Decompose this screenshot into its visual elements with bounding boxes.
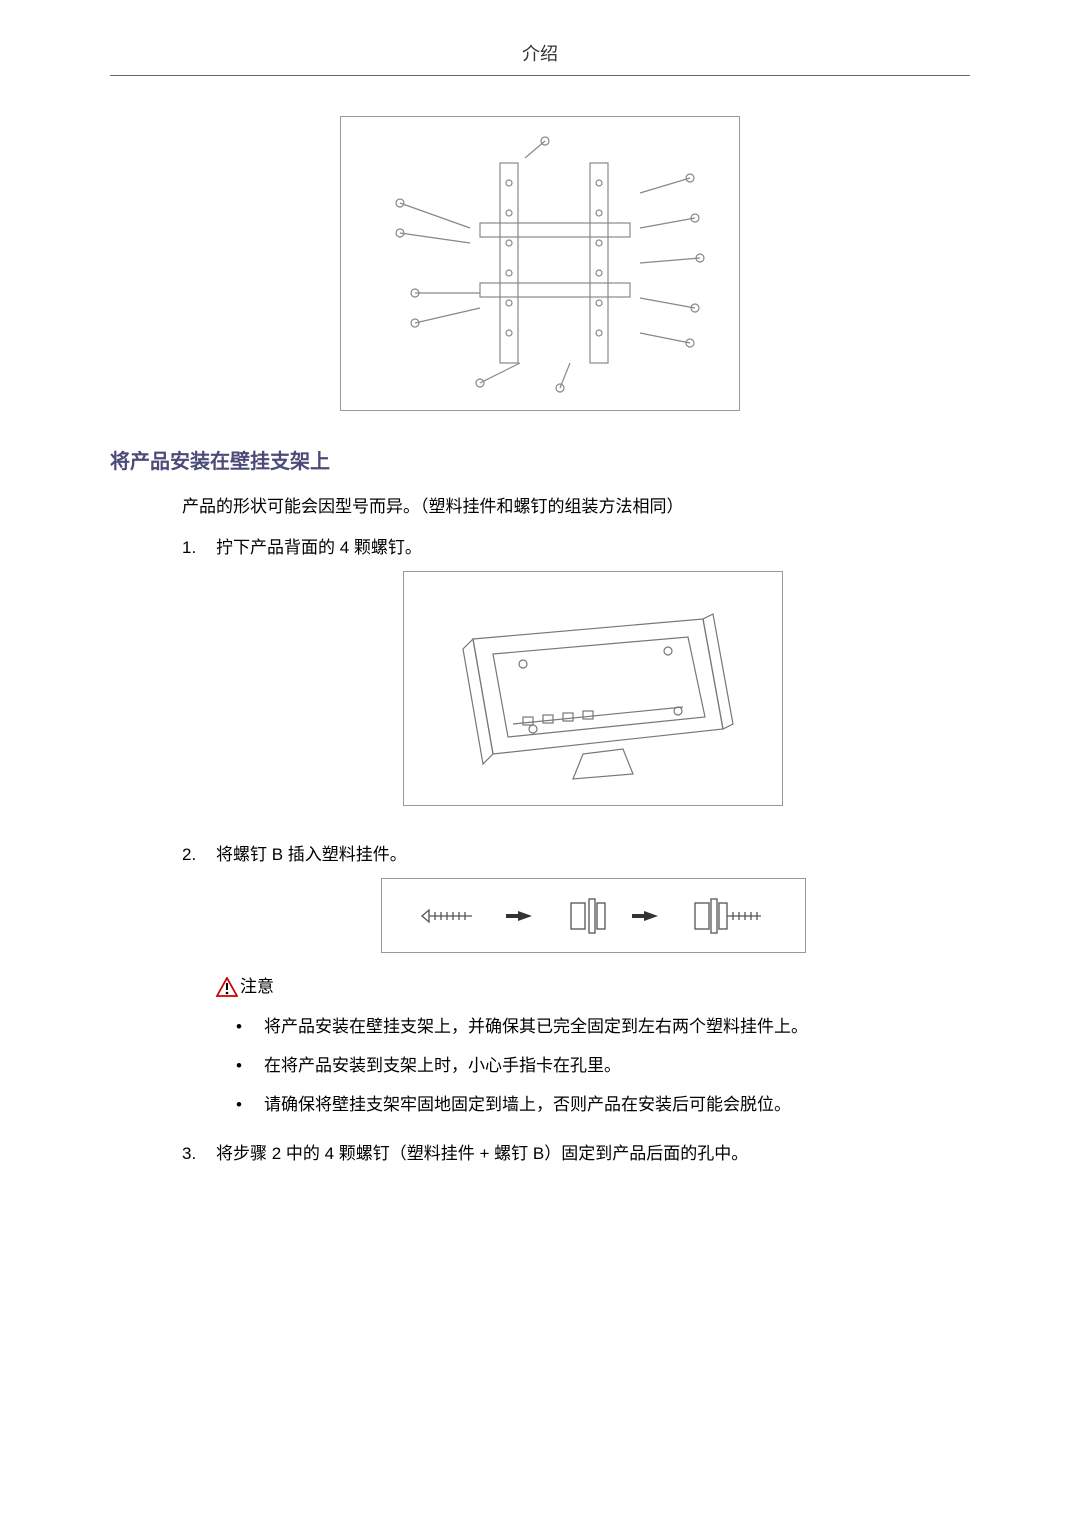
step-3: 3. 将步骤 2 中的 4 颗螺钉（塑料挂件 + 螺钉 B）固定到产品后面的孔中… — [182, 1140, 970, 1167]
content-block: 产品的形状可能会因型号而异。（塑料挂件和螺钉的组装方法相同） 1. 拧下产品背面… — [182, 493, 970, 1168]
section-title: 将产品安装在壁挂支架上 — [110, 446, 970, 478]
intro-text: 产品的形状可能会因型号而异。（塑料挂件和螺钉的组装方法相同） — [182, 493, 970, 520]
bullet-item: • 将产品安装在壁挂支架上，并确保其已完全固定到左右两个塑料挂件上。 — [236, 1013, 970, 1040]
bullet-dot: • — [236, 1091, 264, 1118]
step-1-text: 拧下产品背面的 4 颗螺钉。 — [216, 538, 422, 557]
arrow-icon — [518, 911, 532, 921]
bracket-exploded-svg — [360, 133, 720, 393]
step-3-text: 将步骤 2 中的 4 颗螺钉（塑料挂件 + 螺钉 B）固定到产品后面的孔中。 — [216, 1144, 748, 1163]
figure-bracket-exploded — [340, 116, 740, 411]
hanger-screw-combo-icon — [689, 891, 769, 941]
step-3-num: 3. — [182, 1140, 216, 1167]
bullet-text: 在将产品安装到支架上时，小心手指卡在孔里。 — [264, 1052, 621, 1079]
notice-row: 注意 — [216, 973, 970, 1000]
bullet-dot: • — [236, 1013, 264, 1040]
step-2: 2. 将螺钉 B 插入塑料挂件。 — [182, 841, 970, 1130]
bullet-text: 将产品安装在壁挂支架上，并确保其已完全固定到左右两个塑料挂件上。 — [264, 1013, 808, 1040]
step-1: 1. 拧下产品背面的 4 颗螺钉。 — [182, 534, 970, 831]
bullet-item: • 在将产品安装到支架上时，小心手指卡在孔里。 — [236, 1052, 970, 1079]
warning-icon — [216, 977, 238, 997]
product-rear-svg — [423, 589, 763, 789]
bullet-text: 请确保将壁挂支架牢固地固定到墙上，否则产品在安装后可能会脱位。 — [264, 1091, 791, 1118]
page-header: 介绍 — [110, 40, 970, 76]
figure-screw-insert — [381, 878, 806, 953]
notice-bullets: • 将产品安装在壁挂支架上，并确保其已完全固定到左右两个塑料挂件上。 • 在将产… — [236, 1013, 970, 1119]
figure-product-rear — [403, 571, 783, 806]
bullet-dot: • — [236, 1052, 264, 1079]
step-2-text: 将螺钉 B 插入塑料挂件。 — [216, 845, 407, 864]
screw-icon — [417, 896, 487, 936]
page-header-title: 介绍 — [522, 44, 558, 64]
bullet-item: • 请确保将壁挂支架牢固地固定到墙上，否则产品在安装后可能会脱位。 — [236, 1091, 970, 1118]
hanger-icon — [563, 891, 613, 941]
step-2-num: 2. — [182, 841, 216, 1130]
notice-label: 注意 — [240, 973, 274, 1000]
step-1-num: 1. — [182, 534, 216, 831]
arrow-icon — [644, 911, 658, 921]
